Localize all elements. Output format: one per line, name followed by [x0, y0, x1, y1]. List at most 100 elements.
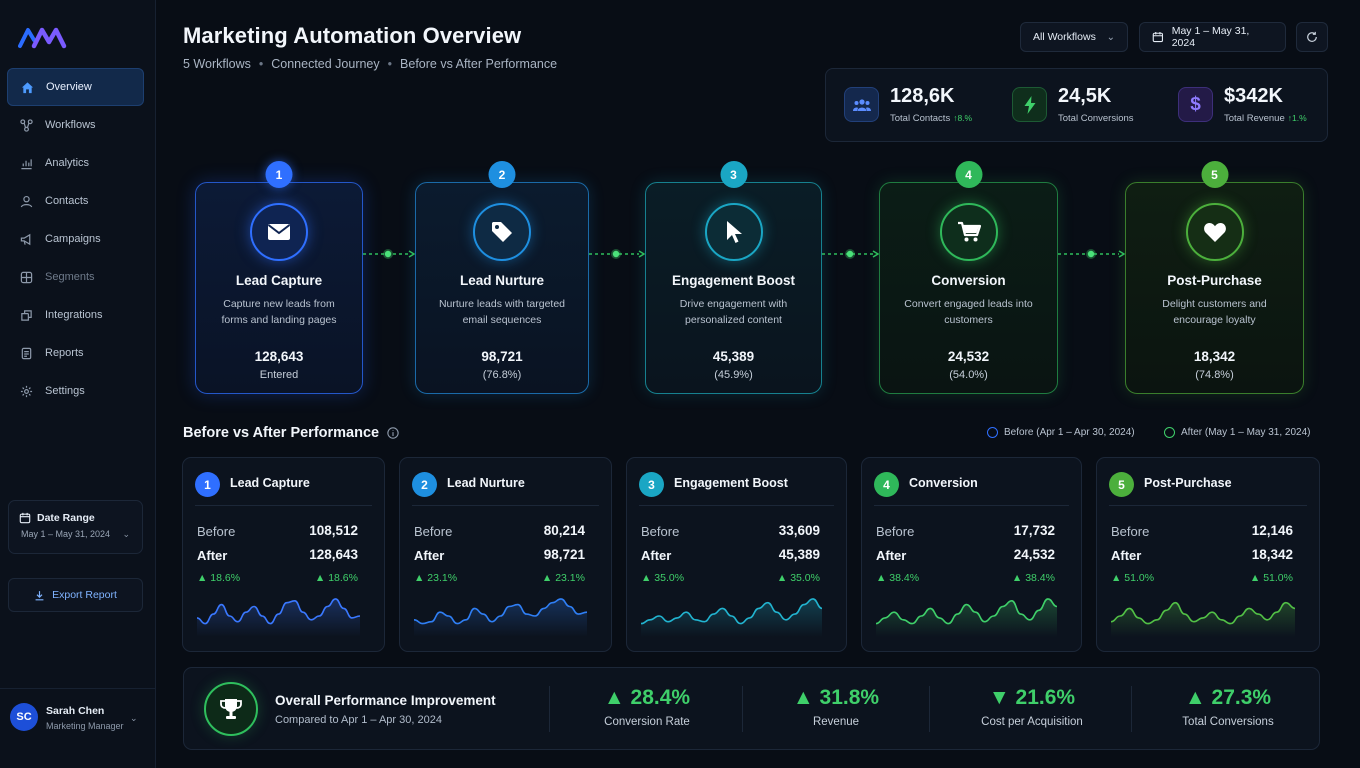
date-filter-button[interactable]: May 1 – May 31, 2024	[1139, 22, 1286, 52]
journey-stage-lead-capture[interactable]: 1 Lead Capture Capture new leads from fo…	[195, 161, 363, 394]
home-icon	[20, 80, 34, 94]
export-report-button[interactable]: Export Report	[8, 578, 143, 612]
kpi-delta: ↑8.%	[953, 113, 973, 123]
sparkline	[641, 598, 822, 637]
sidebar-item-label: Segments	[45, 271, 95, 283]
users-icon	[844, 87, 879, 122]
after-value: 24,532	[1013, 547, 1055, 562]
change-percent: ▲ 18.6%	[314, 572, 358, 584]
user-role: Marketing Manager	[46, 721, 124, 731]
sparkline-line	[641, 598, 822, 625]
comparison-card[interactable]: 3 Engagement Boost Before 33,609 After 45,389…	[626, 457, 847, 652]
kpi-value: $342K	[1224, 85, 1283, 107]
info-icon[interactable]	[387, 427, 399, 439]
refresh-button[interactable]	[1296, 22, 1328, 52]
user-name: Sarah Chen	[46, 705, 105, 717]
sparkline-area	[1111, 602, 1295, 637]
sidebar-item-label: Campaigns	[45, 233, 101, 245]
card-number: 4	[874, 472, 899, 497]
stage-number: 1	[265, 161, 293, 188]
sidebar-item-workflows[interactable]: Workflows	[7, 106, 144, 144]
sidebar-item-integrations[interactable]: Integrations	[7, 296, 144, 334]
comparison-card[interactable]: 4 Conversion Before 17,732 After 24,532 ▲ 38.4…	[861, 457, 1082, 652]
dollar-icon: $	[1178, 87, 1213, 122]
sidebar-item-segments[interactable]: Segments	[7, 258, 144, 296]
before-label: Before	[197, 524, 236, 539]
metric-label: Conversion Rate	[604, 716, 690, 728]
stage-subtext: (76.8%)	[482, 369, 522, 381]
metric-value: ▲ 31.8%	[792, 686, 880, 709]
journey-stage-engagement-boost[interactable]: 3 Engagement Boost Drive engagement with…	[645, 161, 822, 394]
metric-label: Cost per Acquisition	[981, 716, 1083, 728]
sidebar-item-settings[interactable]: Settings	[7, 372, 144, 410]
stage-number: 3	[720, 161, 747, 188]
metric-value: ▲ 27.3%	[1184, 686, 1272, 709]
card-number: 1	[195, 472, 220, 497]
divider	[639, 505, 834, 506]
legend-marker	[1164, 427, 1175, 438]
stage-description: Drive engagement with personalized conte…	[679, 298, 788, 326]
card-number: 5	[1109, 472, 1134, 497]
cursor-icon	[704, 203, 763, 261]
sidebar-item-contacts[interactable]: Contacts	[7, 182, 144, 220]
divider	[1131, 686, 1132, 732]
stage-count: 98,721	[481, 349, 523, 364]
kpi-label-row: Total Contacts ↑8.%	[890, 113, 972, 124]
divider	[742, 686, 743, 732]
sidebar-item-reports[interactable]: Reports	[7, 334, 144, 372]
workflow-filter-dropdown[interactable]: All Workflows ⌄	[1020, 22, 1128, 52]
shopping-cart-icon	[939, 203, 998, 261]
brand-logo[interactable]	[18, 24, 74, 50]
before-value: 108,512	[309, 523, 358, 538]
journey-stage-post-purchase[interactable]: 5 Post-Purchase Delight customers and en…	[1125, 161, 1304, 394]
comparison-card[interactable]: 1 Lead Capture Before 108,512 After 128,643 ▲ …	[182, 457, 385, 652]
sidebar: Overview Workflows Analytics Contacts Ca…	[0, 0, 156, 768]
metric-value: ▲ 28.4%	[603, 686, 691, 709]
overall-improvement-panel: Overall Performance Improvement Compared…	[183, 667, 1320, 750]
metric-value: ▼ 21.6%	[988, 686, 1076, 709]
before-value: 80,214	[543, 523, 585, 538]
card-title: Lead Nurture	[447, 476, 525, 490]
metric-conversion-rate: ▲ 28.4% Conversion Rate	[562, 686, 732, 728]
comparison-card[interactable]: 2 Lead Nurture Before 80,214 After 98,721 ▲ 23…	[399, 457, 612, 652]
connector-arrow	[1058, 249, 1125, 259]
user-profile[interactable]: SC Sarah Chen Marketing Manager ⌄	[0, 688, 156, 768]
kpi-delta: ↑1.%	[1287, 113, 1307, 123]
divider	[1109, 505, 1307, 506]
change-percent: ▲ 51.0%	[1249, 572, 1293, 584]
journey-stage-lead-nurture[interactable]: 2 Lead Nurture Nurture leads with target…	[415, 161, 589, 394]
stage-name: Lead Capture	[235, 273, 323, 288]
avatar: SC	[10, 703, 38, 731]
chevron-down-icon: ⌄	[1106, 31, 1115, 43]
after-label: After	[876, 548, 907, 563]
date-range-title-row: Date Range	[19, 512, 132, 524]
stage-subtext: Entered	[259, 369, 299, 381]
card-title: Post-Purchase	[1144, 476, 1232, 490]
sparkline-line	[197, 598, 360, 625]
sidebar-item-overview[interactable]: Overview	[7, 68, 144, 106]
sidebar-item-analytics[interactable]: Analytics	[7, 144, 144, 182]
reports-icon	[19, 346, 33, 360]
divider	[929, 686, 930, 732]
kpi-label-row: Total Revenue ↑1.%	[1224, 113, 1307, 124]
sidebar-item-campaigns[interactable]: Campaigns	[7, 220, 144, 258]
metric-cost-per-acquisition: ▼ 21.6% Cost per Acquisition	[947, 686, 1117, 728]
legend-label: Before (Apr 1 – Apr 30, 2024)	[1004, 427, 1135, 438]
connector-arrow	[589, 249, 645, 259]
before-label: Before	[876, 524, 915, 539]
sidebar-item-label: Settings	[45, 385, 85, 397]
before-label: Before	[641, 524, 680, 539]
journey-stage-conversion[interactable]: 4 Conversion Convert engaged leads into …	[879, 161, 1058, 394]
integrations-icon	[19, 308, 33, 322]
separator-dot: •	[258, 57, 264, 71]
stage-name: Lead Nurture	[459, 273, 544, 288]
trophy-icon	[204, 682, 258, 736]
date-range-picker[interactable]: Date Range May 1 – May 31, 2024 ⌄	[8, 500, 143, 554]
divider	[874, 505, 1069, 506]
comparison-card[interactable]: 5 Post-Purchase Before 12,146 After 18,342 ▲ 5…	[1096, 457, 1320, 652]
legend-label: After (May 1 – May 31, 2024)	[1181, 427, 1311, 438]
sidebar-item-label: Contacts	[45, 195, 89, 207]
after-value: 45,389	[778, 547, 820, 562]
subtitle-part: Before vs After Performance	[400, 57, 558, 71]
workflow-filter-value: All Workflows	[1033, 31, 1096, 43]
